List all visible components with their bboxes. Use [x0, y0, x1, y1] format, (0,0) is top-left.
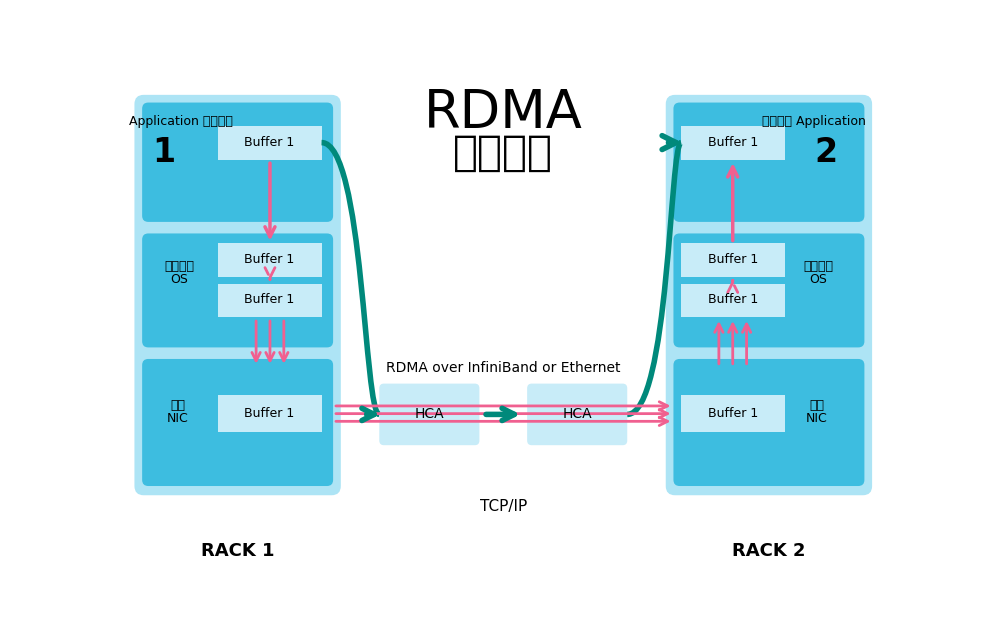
Text: NIC: NIC: [167, 412, 189, 425]
Text: RACK 2: RACK 2: [733, 542, 805, 561]
Text: Buffer 1: Buffer 1: [245, 253, 295, 266]
FancyBboxPatch shape: [666, 95, 872, 495]
Text: Buffer 1: Buffer 1: [245, 407, 295, 420]
Text: Buffer 1: Buffer 1: [245, 136, 295, 149]
Text: 应用程序 Application: 应用程序 Application: [762, 115, 866, 129]
Text: NIC: NIC: [806, 412, 828, 425]
Text: 操作系统: 操作系统: [803, 260, 833, 273]
FancyBboxPatch shape: [218, 243, 321, 277]
Text: OS: OS: [809, 273, 827, 286]
FancyBboxPatch shape: [379, 384, 479, 445]
FancyBboxPatch shape: [682, 284, 785, 317]
Text: Buffer 1: Buffer 1: [708, 293, 758, 306]
Text: HCA: HCA: [563, 408, 592, 421]
Text: Application 应用程序: Application 应用程序: [129, 115, 233, 129]
FancyBboxPatch shape: [682, 125, 785, 160]
FancyBboxPatch shape: [142, 234, 333, 347]
Text: Buffer 1: Buffer 1: [245, 293, 295, 306]
FancyBboxPatch shape: [527, 384, 627, 445]
Text: Buffer 1: Buffer 1: [708, 407, 758, 420]
FancyBboxPatch shape: [142, 103, 333, 222]
FancyBboxPatch shape: [142, 359, 333, 486]
Text: RDMA over InfiniBand or Ethernet: RDMA over InfiniBand or Ethernet: [386, 361, 621, 375]
FancyBboxPatch shape: [218, 395, 321, 432]
FancyBboxPatch shape: [674, 359, 864, 486]
FancyBboxPatch shape: [674, 234, 864, 347]
Text: 网卡: 网卡: [809, 399, 824, 411]
Text: HCA: HCA: [414, 408, 444, 421]
FancyBboxPatch shape: [682, 395, 785, 432]
Text: Buffer 1: Buffer 1: [708, 253, 758, 266]
Text: 操作系统: 操作系统: [164, 260, 194, 273]
FancyBboxPatch shape: [218, 284, 321, 317]
Text: TCP/IP: TCP/IP: [479, 500, 527, 514]
Text: 网卡: 网卡: [170, 399, 185, 411]
Text: 1: 1: [152, 136, 175, 169]
FancyBboxPatch shape: [135, 95, 341, 495]
Text: RDMA: RDMA: [424, 86, 582, 139]
Text: 2: 2: [814, 136, 838, 169]
Text: RACK 1: RACK 1: [201, 542, 274, 561]
FancyBboxPatch shape: [218, 125, 321, 160]
Text: Buffer 1: Buffer 1: [708, 136, 758, 149]
FancyBboxPatch shape: [674, 103, 864, 222]
Text: OS: OS: [170, 273, 188, 286]
Text: 工作原理: 工作原理: [454, 132, 553, 174]
FancyBboxPatch shape: [682, 243, 785, 277]
